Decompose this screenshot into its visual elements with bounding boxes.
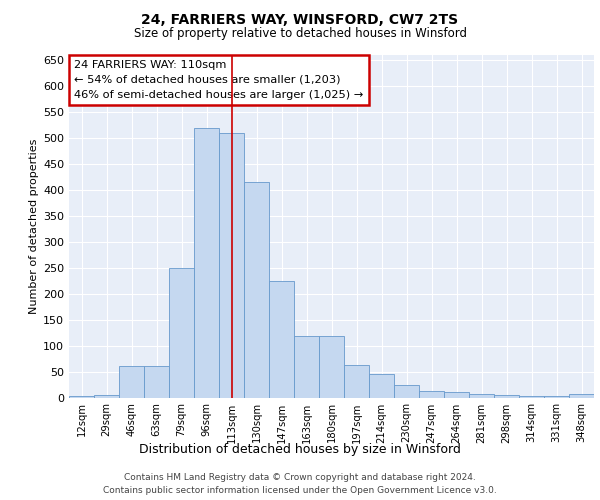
Bar bbox=[94, 395, 119, 398]
Bar bbox=[519, 396, 544, 398]
Bar bbox=[144, 366, 169, 398]
Bar bbox=[419, 392, 444, 398]
Bar bbox=[244, 182, 269, 398]
Bar bbox=[269, 280, 294, 398]
Bar bbox=[119, 366, 144, 398]
Text: Size of property relative to detached houses in Winsford: Size of property relative to detached ho… bbox=[133, 28, 467, 40]
Text: Contains public sector information licensed under the Open Government Licence v3: Contains public sector information licen… bbox=[103, 486, 497, 495]
Bar bbox=[569, 394, 594, 398]
Text: Distribution of detached houses by size in Winsford: Distribution of detached houses by size … bbox=[139, 442, 461, 456]
Text: 24 FARRIERS WAY: 110sqm
← 54% of detached houses are smaller (1,203)
46% of semi: 24 FARRIERS WAY: 110sqm ← 54% of detache… bbox=[74, 60, 364, 100]
Bar bbox=[219, 133, 244, 398]
Bar bbox=[494, 395, 519, 398]
Bar bbox=[294, 336, 319, 398]
Bar bbox=[194, 128, 219, 398]
Text: 24, FARRIERS WAY, WINSFORD, CW7 2TS: 24, FARRIERS WAY, WINSFORD, CW7 2TS bbox=[142, 12, 458, 26]
Bar bbox=[394, 384, 419, 398]
Y-axis label: Number of detached properties: Number of detached properties bbox=[29, 138, 39, 314]
Bar bbox=[469, 394, 494, 398]
Bar bbox=[344, 365, 369, 398]
Bar bbox=[319, 336, 344, 398]
Bar bbox=[544, 396, 569, 398]
Bar bbox=[69, 396, 94, 398]
Bar bbox=[444, 392, 469, 398]
Bar bbox=[169, 268, 194, 398]
Bar bbox=[369, 374, 394, 398]
Text: Contains HM Land Registry data © Crown copyright and database right 2024.: Contains HM Land Registry data © Crown c… bbox=[124, 472, 476, 482]
